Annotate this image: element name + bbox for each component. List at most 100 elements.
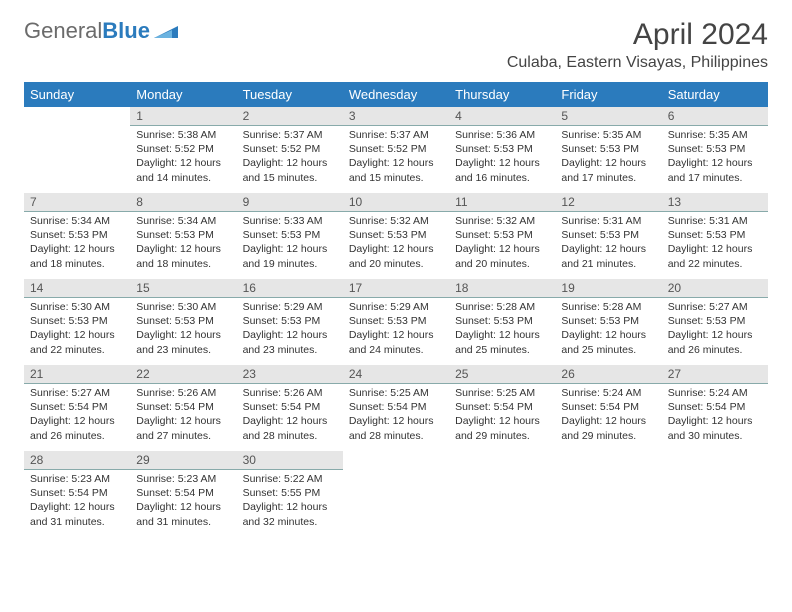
day-number: 9: [237, 193, 343, 212]
sunset-text: Sunset: 5:52 PM: [136, 142, 230, 156]
day-header: Tuesday: [237, 82, 343, 107]
day-details: Sunrise: 5:24 AMSunset: 5:54 PMDaylight:…: [555, 384, 661, 447]
sunrise-text: Sunrise: 5:33 AM: [243, 214, 337, 228]
calendar-cell: 8Sunrise: 5:34 AMSunset: 5:53 PMDaylight…: [130, 193, 236, 279]
day-number: 21: [24, 365, 130, 384]
day-number: 22: [130, 365, 236, 384]
sunrise-text: Sunrise: 5:31 AM: [668, 214, 762, 228]
day-number: 15: [130, 279, 236, 298]
daylight-text: Daylight: 12 hours and 31 minutes.: [30, 500, 124, 528]
daylight-text: Daylight: 12 hours and 14 minutes.: [136, 156, 230, 184]
page-header: GeneralBlue April 2024 Culaba, Eastern V…: [24, 18, 768, 72]
day-details: Sunrise: 5:31 AMSunset: 5:53 PMDaylight:…: [555, 212, 661, 275]
daylight-text: Daylight: 12 hours and 32 minutes.: [243, 500, 337, 528]
daylight-text: Daylight: 12 hours and 22 minutes.: [30, 328, 124, 356]
day-details: Sunrise: 5:30 AMSunset: 5:53 PMDaylight:…: [130, 298, 236, 361]
day-details: Sunrise: 5:38 AMSunset: 5:52 PMDaylight:…: [130, 126, 236, 189]
day-details: Sunrise: 5:25 AMSunset: 5:54 PMDaylight:…: [343, 384, 449, 447]
sunrise-text: Sunrise: 5:32 AM: [349, 214, 443, 228]
day-details: Sunrise: 5:22 AMSunset: 5:55 PMDaylight:…: [237, 470, 343, 533]
sunrise-text: Sunrise: 5:27 AM: [668, 300, 762, 314]
day-number: 30: [237, 451, 343, 470]
day-number: 13: [662, 193, 768, 212]
day-details: Sunrise: 5:34 AMSunset: 5:53 PMDaylight:…: [130, 212, 236, 275]
sunrise-text: Sunrise: 5:34 AM: [136, 214, 230, 228]
sunrise-text: Sunrise: 5:24 AM: [668, 386, 762, 400]
sunrise-text: Sunrise: 5:38 AM: [136, 128, 230, 142]
calendar-cell: 29Sunrise: 5:23 AMSunset: 5:54 PMDayligh…: [130, 451, 236, 537]
day-details: Sunrise: 5:31 AMSunset: 5:53 PMDaylight:…: [662, 212, 768, 275]
day-details: Sunrise: 5:32 AMSunset: 5:53 PMDaylight:…: [449, 212, 555, 275]
sunset-text: Sunset: 5:53 PM: [136, 228, 230, 242]
calendar-table: SundayMondayTuesdayWednesdayThursdayFrid…: [24, 82, 768, 537]
sunrise-text: Sunrise: 5:24 AM: [561, 386, 655, 400]
sunset-text: Sunset: 5:53 PM: [136, 314, 230, 328]
day-number: 14: [24, 279, 130, 298]
day-details: Sunrise: 5:24 AMSunset: 5:54 PMDaylight:…: [662, 384, 768, 447]
sunset-text: Sunset: 5:54 PM: [136, 400, 230, 414]
sunrise-text: Sunrise: 5:35 AM: [668, 128, 762, 142]
calendar-cell: 1Sunrise: 5:38 AMSunset: 5:52 PMDaylight…: [130, 107, 236, 193]
daylight-text: Daylight: 12 hours and 20 minutes.: [349, 242, 443, 270]
sunset-text: Sunset: 5:53 PM: [455, 228, 549, 242]
sunrise-text: Sunrise: 5:34 AM: [30, 214, 124, 228]
daylight-text: Daylight: 12 hours and 17 minutes.: [668, 156, 762, 184]
sunset-text: Sunset: 5:54 PM: [136, 486, 230, 500]
day-number: 7: [24, 193, 130, 212]
day-details: Sunrise: 5:23 AMSunset: 5:54 PMDaylight:…: [24, 470, 130, 533]
calendar-cell: 23Sunrise: 5:26 AMSunset: 5:54 PMDayligh…: [237, 365, 343, 451]
calendar-cell: 3Sunrise: 5:37 AMSunset: 5:52 PMDaylight…: [343, 107, 449, 193]
day-number: 11: [449, 193, 555, 212]
daylight-text: Daylight: 12 hours and 25 minutes.: [561, 328, 655, 356]
sunset-text: Sunset: 5:54 PM: [30, 486, 124, 500]
daylight-text: Daylight: 12 hours and 26 minutes.: [668, 328, 762, 356]
calendar-cell: 19Sunrise: 5:28 AMSunset: 5:53 PMDayligh…: [555, 279, 661, 365]
day-header: Wednesday: [343, 82, 449, 107]
daylight-text: Daylight: 12 hours and 29 minutes.: [561, 414, 655, 442]
calendar-cell: 14Sunrise: 5:30 AMSunset: 5:53 PMDayligh…: [24, 279, 130, 365]
calendar-row: 1Sunrise: 5:38 AMSunset: 5:52 PMDaylight…: [24, 107, 768, 193]
sunset-text: Sunset: 5:52 PM: [243, 142, 337, 156]
day-details: Sunrise: 5:37 AMSunset: 5:52 PMDaylight:…: [237, 126, 343, 189]
calendar-cell: 25Sunrise: 5:25 AMSunset: 5:54 PMDayligh…: [449, 365, 555, 451]
daylight-text: Daylight: 12 hours and 27 minutes.: [136, 414, 230, 442]
daylight-text: Daylight: 12 hours and 30 minutes.: [668, 414, 762, 442]
daylight-text: Daylight: 12 hours and 18 minutes.: [136, 242, 230, 270]
sunrise-text: Sunrise: 5:35 AM: [561, 128, 655, 142]
day-details: Sunrise: 5:33 AMSunset: 5:53 PMDaylight:…: [237, 212, 343, 275]
day-details: Sunrise: 5:32 AMSunset: 5:53 PMDaylight:…: [343, 212, 449, 275]
calendar-cell: 5Sunrise: 5:35 AMSunset: 5:53 PMDaylight…: [555, 107, 661, 193]
daylight-text: Daylight: 12 hours and 29 minutes.: [455, 414, 549, 442]
daylight-text: Daylight: 12 hours and 18 minutes.: [30, 242, 124, 270]
day-header: Saturday: [662, 82, 768, 107]
sunset-text: Sunset: 5:53 PM: [561, 314, 655, 328]
sunset-text: Sunset: 5:54 PM: [349, 400, 443, 414]
day-number: 10: [343, 193, 449, 212]
calendar-row: 14Sunrise: 5:30 AMSunset: 5:53 PMDayligh…: [24, 279, 768, 365]
day-number: 16: [237, 279, 343, 298]
calendar-cell: 9Sunrise: 5:33 AMSunset: 5:53 PMDaylight…: [237, 193, 343, 279]
daylight-text: Daylight: 12 hours and 28 minutes.: [349, 414, 443, 442]
sunrise-text: Sunrise: 5:25 AM: [455, 386, 549, 400]
day-details: Sunrise: 5:26 AMSunset: 5:54 PMDaylight:…: [237, 384, 343, 447]
daylight-text: Daylight: 12 hours and 31 minutes.: [136, 500, 230, 528]
sunset-text: Sunset: 5:53 PM: [349, 314, 443, 328]
day-header: Monday: [130, 82, 236, 107]
day-header: Thursday: [449, 82, 555, 107]
logo-text-2: Blue: [102, 18, 150, 44]
sunset-text: Sunset: 5:53 PM: [561, 142, 655, 156]
daylight-text: Daylight: 12 hours and 21 minutes.: [561, 242, 655, 270]
day-number: 8: [130, 193, 236, 212]
sunrise-text: Sunrise: 5:23 AM: [30, 472, 124, 486]
day-number: 29: [130, 451, 236, 470]
calendar-cell: 30Sunrise: 5:22 AMSunset: 5:55 PMDayligh…: [237, 451, 343, 537]
day-details: Sunrise: 5:28 AMSunset: 5:53 PMDaylight:…: [449, 298, 555, 361]
sunset-text: Sunset: 5:53 PM: [243, 314, 337, 328]
calendar-row: 21Sunrise: 5:27 AMSunset: 5:54 PMDayligh…: [24, 365, 768, 451]
sunset-text: Sunset: 5:54 PM: [455, 400, 549, 414]
day-number: 24: [343, 365, 449, 384]
day-details: Sunrise: 5:30 AMSunset: 5:53 PMDaylight:…: [24, 298, 130, 361]
calendar-cell: 24Sunrise: 5:25 AMSunset: 5:54 PMDayligh…: [343, 365, 449, 451]
sunrise-text: Sunrise: 5:29 AM: [349, 300, 443, 314]
triangle-icon: [154, 18, 178, 44]
